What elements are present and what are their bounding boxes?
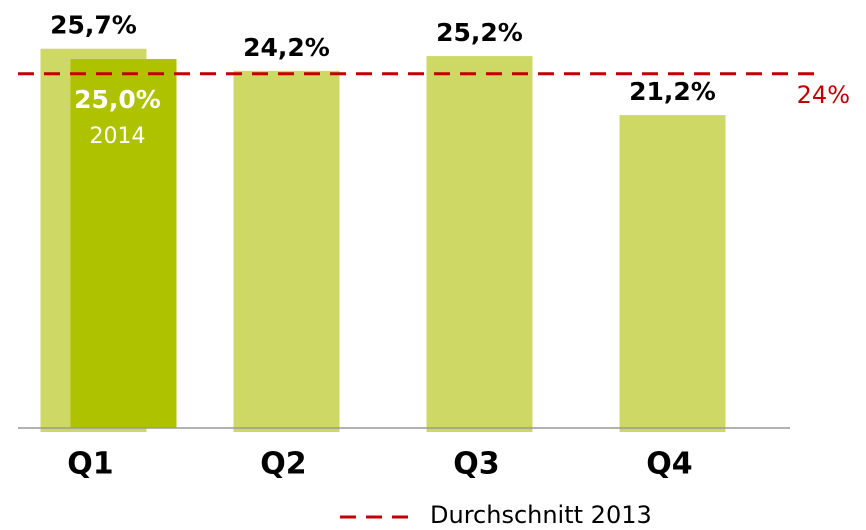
bar xyxy=(70,59,177,428)
bar xyxy=(233,70,340,433)
legend-label: Durchschnitt 2013 xyxy=(430,501,652,529)
data-label: 25,7% xyxy=(50,11,137,40)
x-tick-label: Q2 xyxy=(260,447,306,482)
data-label: 21,2% xyxy=(629,77,716,106)
data-label: 25,0% xyxy=(74,85,161,114)
data-label: 25,2% xyxy=(436,18,523,47)
data-label: 24,2% xyxy=(243,33,330,62)
x-tick-label: Q1 xyxy=(67,447,113,482)
series-label: 2014 xyxy=(90,124,146,149)
x-tick-label: Q4 xyxy=(646,447,692,482)
bar xyxy=(426,56,533,432)
reference-label: 24% xyxy=(797,81,850,109)
x-tick-label: Q3 xyxy=(453,447,499,482)
bar xyxy=(619,115,726,432)
